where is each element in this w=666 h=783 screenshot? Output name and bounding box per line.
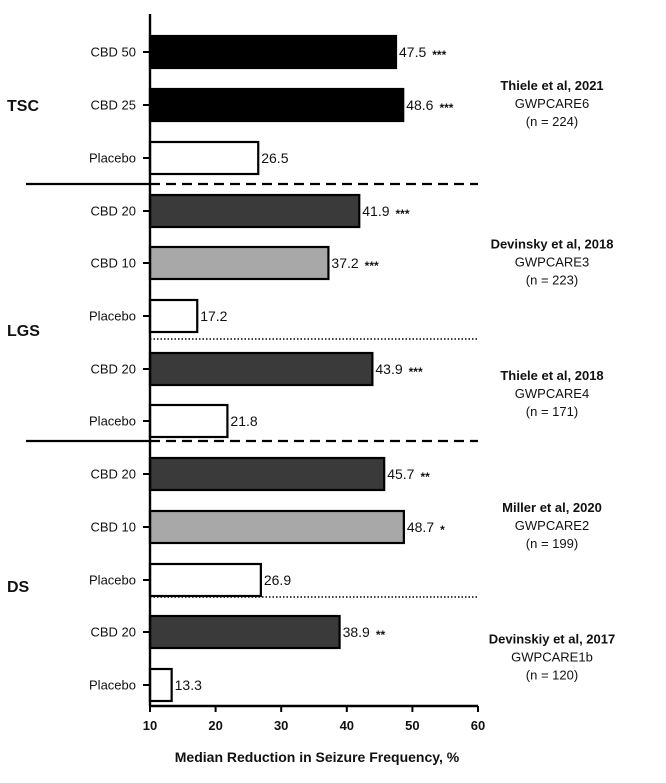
study-title: Devinskiy et al, 2017 — [489, 632, 615, 647]
bar — [148, 667, 173, 703]
value-labels: 47.5 ***48.6 ***26.541.9 ***37.2 ***17.243.9… — [175, 44, 454, 693]
study-n: (n = 223) — [526, 273, 578, 288]
value-label: 21.8 — [230, 413, 257, 429]
category-label: CBD 10 — [90, 256, 136, 271]
category-label: CBD 20 — [90, 467, 136, 482]
study-title: Thiele et al, 2021 — [500, 78, 603, 93]
category-label: Placebo — [89, 151, 136, 166]
bar — [148, 193, 361, 229]
study-trial: GWPCARE6 — [515, 96, 589, 111]
category-label: Placebo — [89, 414, 136, 429]
value-label: 48.6 — [406, 97, 433, 113]
category-label: CBD 20 — [90, 362, 136, 377]
group-label: TSC — [7, 98, 39, 115]
x-tick-label: 30 — [274, 718, 288, 733]
bar — [148, 140, 260, 176]
study-title: Devinsky et al, 2018 — [491, 237, 614, 252]
value-label: 13.3 — [175, 677, 202, 693]
study-labels: Thiele et al, 2021 GWPCARE6 (n = 224) Devin… — [489, 78, 615, 683]
category-label: CBD 10 — [90, 520, 136, 535]
category-label: Placebo — [89, 309, 136, 324]
bar — [148, 298, 199, 334]
x-axis-title: Median Reduction in Seizure Frequency, % — [175, 749, 460, 765]
study-n: (n = 224) — [526, 114, 578, 129]
x-tick-label: 50 — [405, 718, 419, 733]
separator-lines — [26, 182, 478, 598]
bars-layer — [148, 34, 405, 703]
study-trial: GWPCARE3 — [515, 255, 589, 270]
value-label: 17.2 — [200, 308, 227, 324]
axes: 10 20 30 40 50 60 Median Reduction in Seizure … — [143, 14, 485, 765]
significance-label: * — [440, 523, 445, 537]
bar — [148, 245, 330, 281]
bar — [148, 456, 386, 492]
significance-label: ** — [376, 628, 386, 642]
bar — [148, 34, 398, 70]
value-label: 37.2 — [331, 255, 358, 271]
significance-label: *** — [396, 207, 410, 221]
value-label: 26.9 — [264, 572, 291, 588]
category-label: CBD 25 — [90, 98, 136, 113]
bar — [148, 351, 374, 387]
group-label: LGS — [7, 323, 40, 340]
bar — [148, 562, 262, 598]
value-label: 38.9 — [343, 624, 370, 640]
x-tick-label: 10 — [143, 718, 157, 733]
value-label: 45.7 — [387, 466, 414, 482]
significance-label: *** — [432, 48, 446, 62]
category-label: Placebo — [89, 678, 136, 693]
study-title: Miller et al, 2020 — [502, 500, 602, 515]
category-labels: CBD 50 CBD 25 Placebo CBD 20 CBD 10 Placebo CB… — [89, 45, 136, 693]
study-title: Thiele et al, 2018 — [500, 368, 603, 383]
x-tick-label: 40 — [340, 718, 354, 733]
study-trial: GWPCARE4 — [515, 386, 589, 401]
bar — [148, 87, 405, 123]
group-labels: TSC LGS DS — [7, 98, 40, 596]
bar — [148, 614, 341, 650]
study-n: (n = 120) — [526, 668, 578, 683]
significance-label: ** — [420, 470, 430, 484]
study-n: (n = 199) — [526, 536, 578, 551]
category-label: Placebo — [89, 573, 136, 588]
value-label: 48.7 — [407, 519, 434, 535]
value-label: 26.5 — [261, 150, 288, 166]
significance-label: *** — [439, 101, 453, 115]
bar — [148, 509, 405, 545]
category-label: CBD 50 — [90, 45, 136, 60]
study-trial: GWPCARE2 — [515, 518, 589, 533]
study-n: (n = 171) — [526, 404, 578, 419]
value-label: 47.5 — [399, 44, 426, 60]
study-trial: GWPCARE1b — [511, 650, 593, 665]
significance-label: *** — [365, 259, 379, 273]
category-label: CBD 20 — [90, 625, 136, 640]
bar — [148, 403, 229, 439]
value-label: 43.9 — [375, 361, 402, 377]
category-label: CBD 20 — [90, 204, 136, 219]
value-label: 41.9 — [362, 203, 389, 219]
x-tick-label: 60 — [471, 718, 485, 733]
x-tick-label: 20 — [208, 718, 222, 733]
group-label: DS — [7, 579, 30, 596]
significance-label: *** — [409, 365, 423, 379]
